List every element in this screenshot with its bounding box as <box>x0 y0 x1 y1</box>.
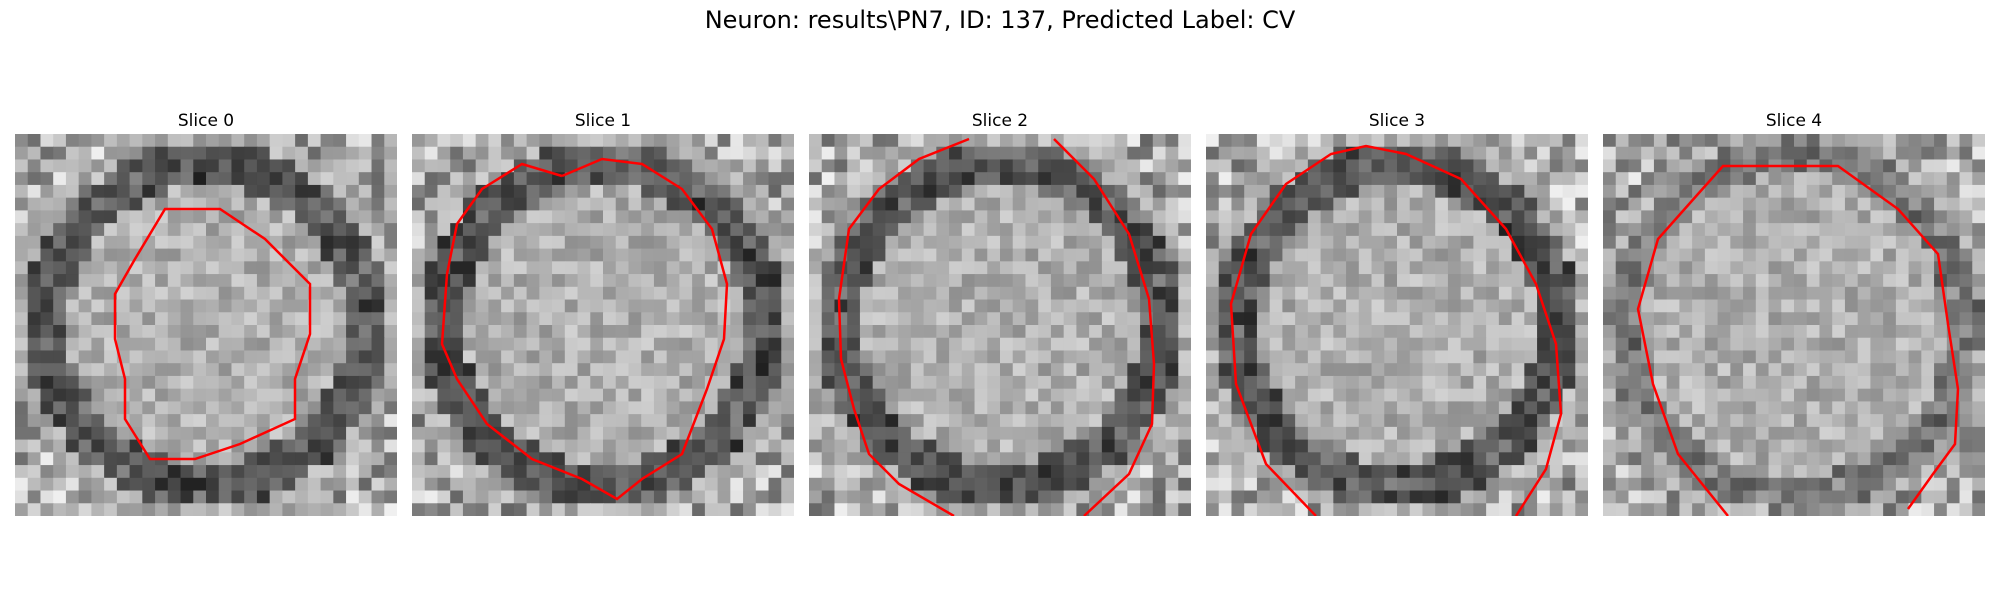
slice-title-3: Slice 3 <box>1368 111 1426 131</box>
slice-image-4 <box>1603 134 1985 516</box>
slice-panel-4: Slice 4 <box>1603 110 1985 516</box>
slice-image-0 <box>15 134 397 516</box>
slice-title-2: Slice 2 <box>971 111 1029 131</box>
slice-panel-2: Slice 2 <box>809 110 1191 516</box>
slice-panel-0: Slice 0 <box>15 110 397 516</box>
slice-pixels-2 <box>809 134 1191 516</box>
slice-image-2 <box>809 134 1191 516</box>
slice-pixels-0 <box>15 134 397 516</box>
contour-line-0 <box>113 207 312 461</box>
slice-panel-1: Slice 1 <box>412 110 794 516</box>
slice-image-1 <box>412 134 794 516</box>
slice-panel-3: Slice 3 <box>1206 110 1588 516</box>
contour-line-2b <box>1053 138 1156 516</box>
slice-title-1: Slice 1 <box>574 111 632 131</box>
figure-title: Neuron: results\PN7, ID: 137, Predicted … <box>704 6 1296 34</box>
slice-pixels-4 <box>1603 134 1985 516</box>
contour-line-3 <box>1229 144 1563 516</box>
slice-image-3 <box>1206 134 1588 516</box>
slice-pixels-1 <box>412 134 794 516</box>
slice-title-0: Slice 0 <box>177 111 235 131</box>
contour-line-2 <box>837 137 970 516</box>
contour-line-1 <box>440 157 729 501</box>
slice-pixels-3 <box>1206 134 1588 516</box>
contour-line-4 <box>1636 164 1960 516</box>
slice-title-4: Slice 4 <box>1765 111 1823 131</box>
